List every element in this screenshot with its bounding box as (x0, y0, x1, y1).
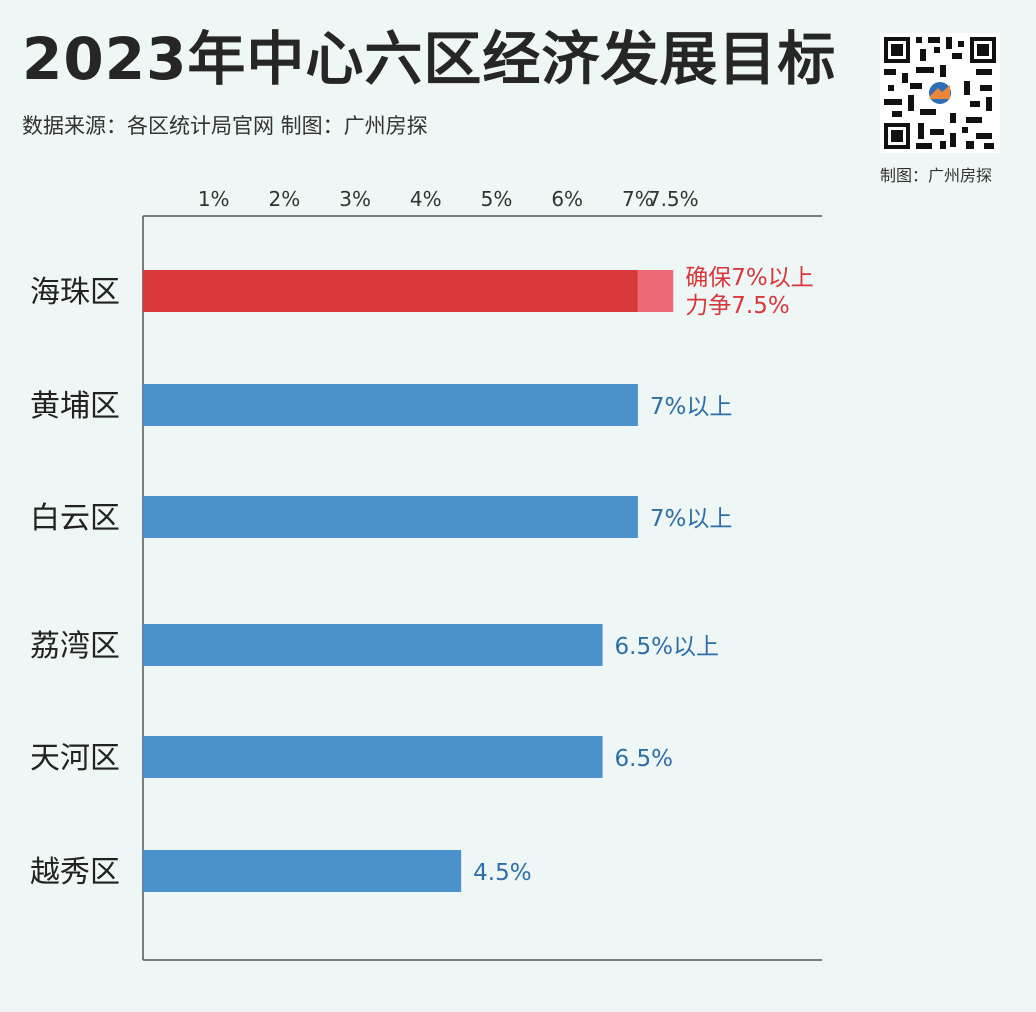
data-label: 7%以上 (650, 506, 733, 532)
bar (143, 850, 462, 892)
bar (143, 496, 638, 538)
data-label: 力争7.5% (685, 293, 789, 319)
bar-extra-segment (637, 270, 674, 312)
x-tick-label: 2% (269, 187, 301, 211)
category-label: 白云区 (30, 501, 120, 536)
data-label: 6.5%以上 (615, 634, 719, 660)
chart-title: 2023年中心六区经济发展目标 (22, 25, 837, 93)
qr-caption: 制图：广州房探 (880, 166, 993, 185)
bar (143, 624, 603, 666)
x-tick-label: 7.5% (648, 187, 699, 211)
data-label: 7%以上 (650, 394, 733, 420)
qr-code-icon (880, 33, 1000, 153)
category-label: 海珠区 (30, 275, 120, 310)
category-label: 天河区 (30, 741, 120, 776)
chart-subtitle: 数据来源：各区统计局官网 制图：广州房探 (22, 114, 428, 138)
x-tick-label: 4% (410, 187, 442, 211)
data-label: 确保7%以上 (685, 265, 814, 291)
x-tick-label: 3% (339, 187, 371, 211)
category-label: 黄埔区 (30, 389, 120, 424)
category-label: 越秀区 (30, 855, 120, 890)
x-tick-label: 6% (551, 187, 583, 211)
x-tick-label: 7% (622, 187, 654, 211)
data-label: 6.5% (615, 746, 673, 772)
category-label: 荔湾区 (30, 629, 120, 664)
x-tick-label: 1% (198, 187, 230, 211)
data-label: 4.5% (473, 860, 531, 886)
bar (143, 736, 603, 778)
bar (143, 270, 638, 312)
bar (143, 384, 638, 426)
x-tick-label: 5% (481, 187, 513, 211)
